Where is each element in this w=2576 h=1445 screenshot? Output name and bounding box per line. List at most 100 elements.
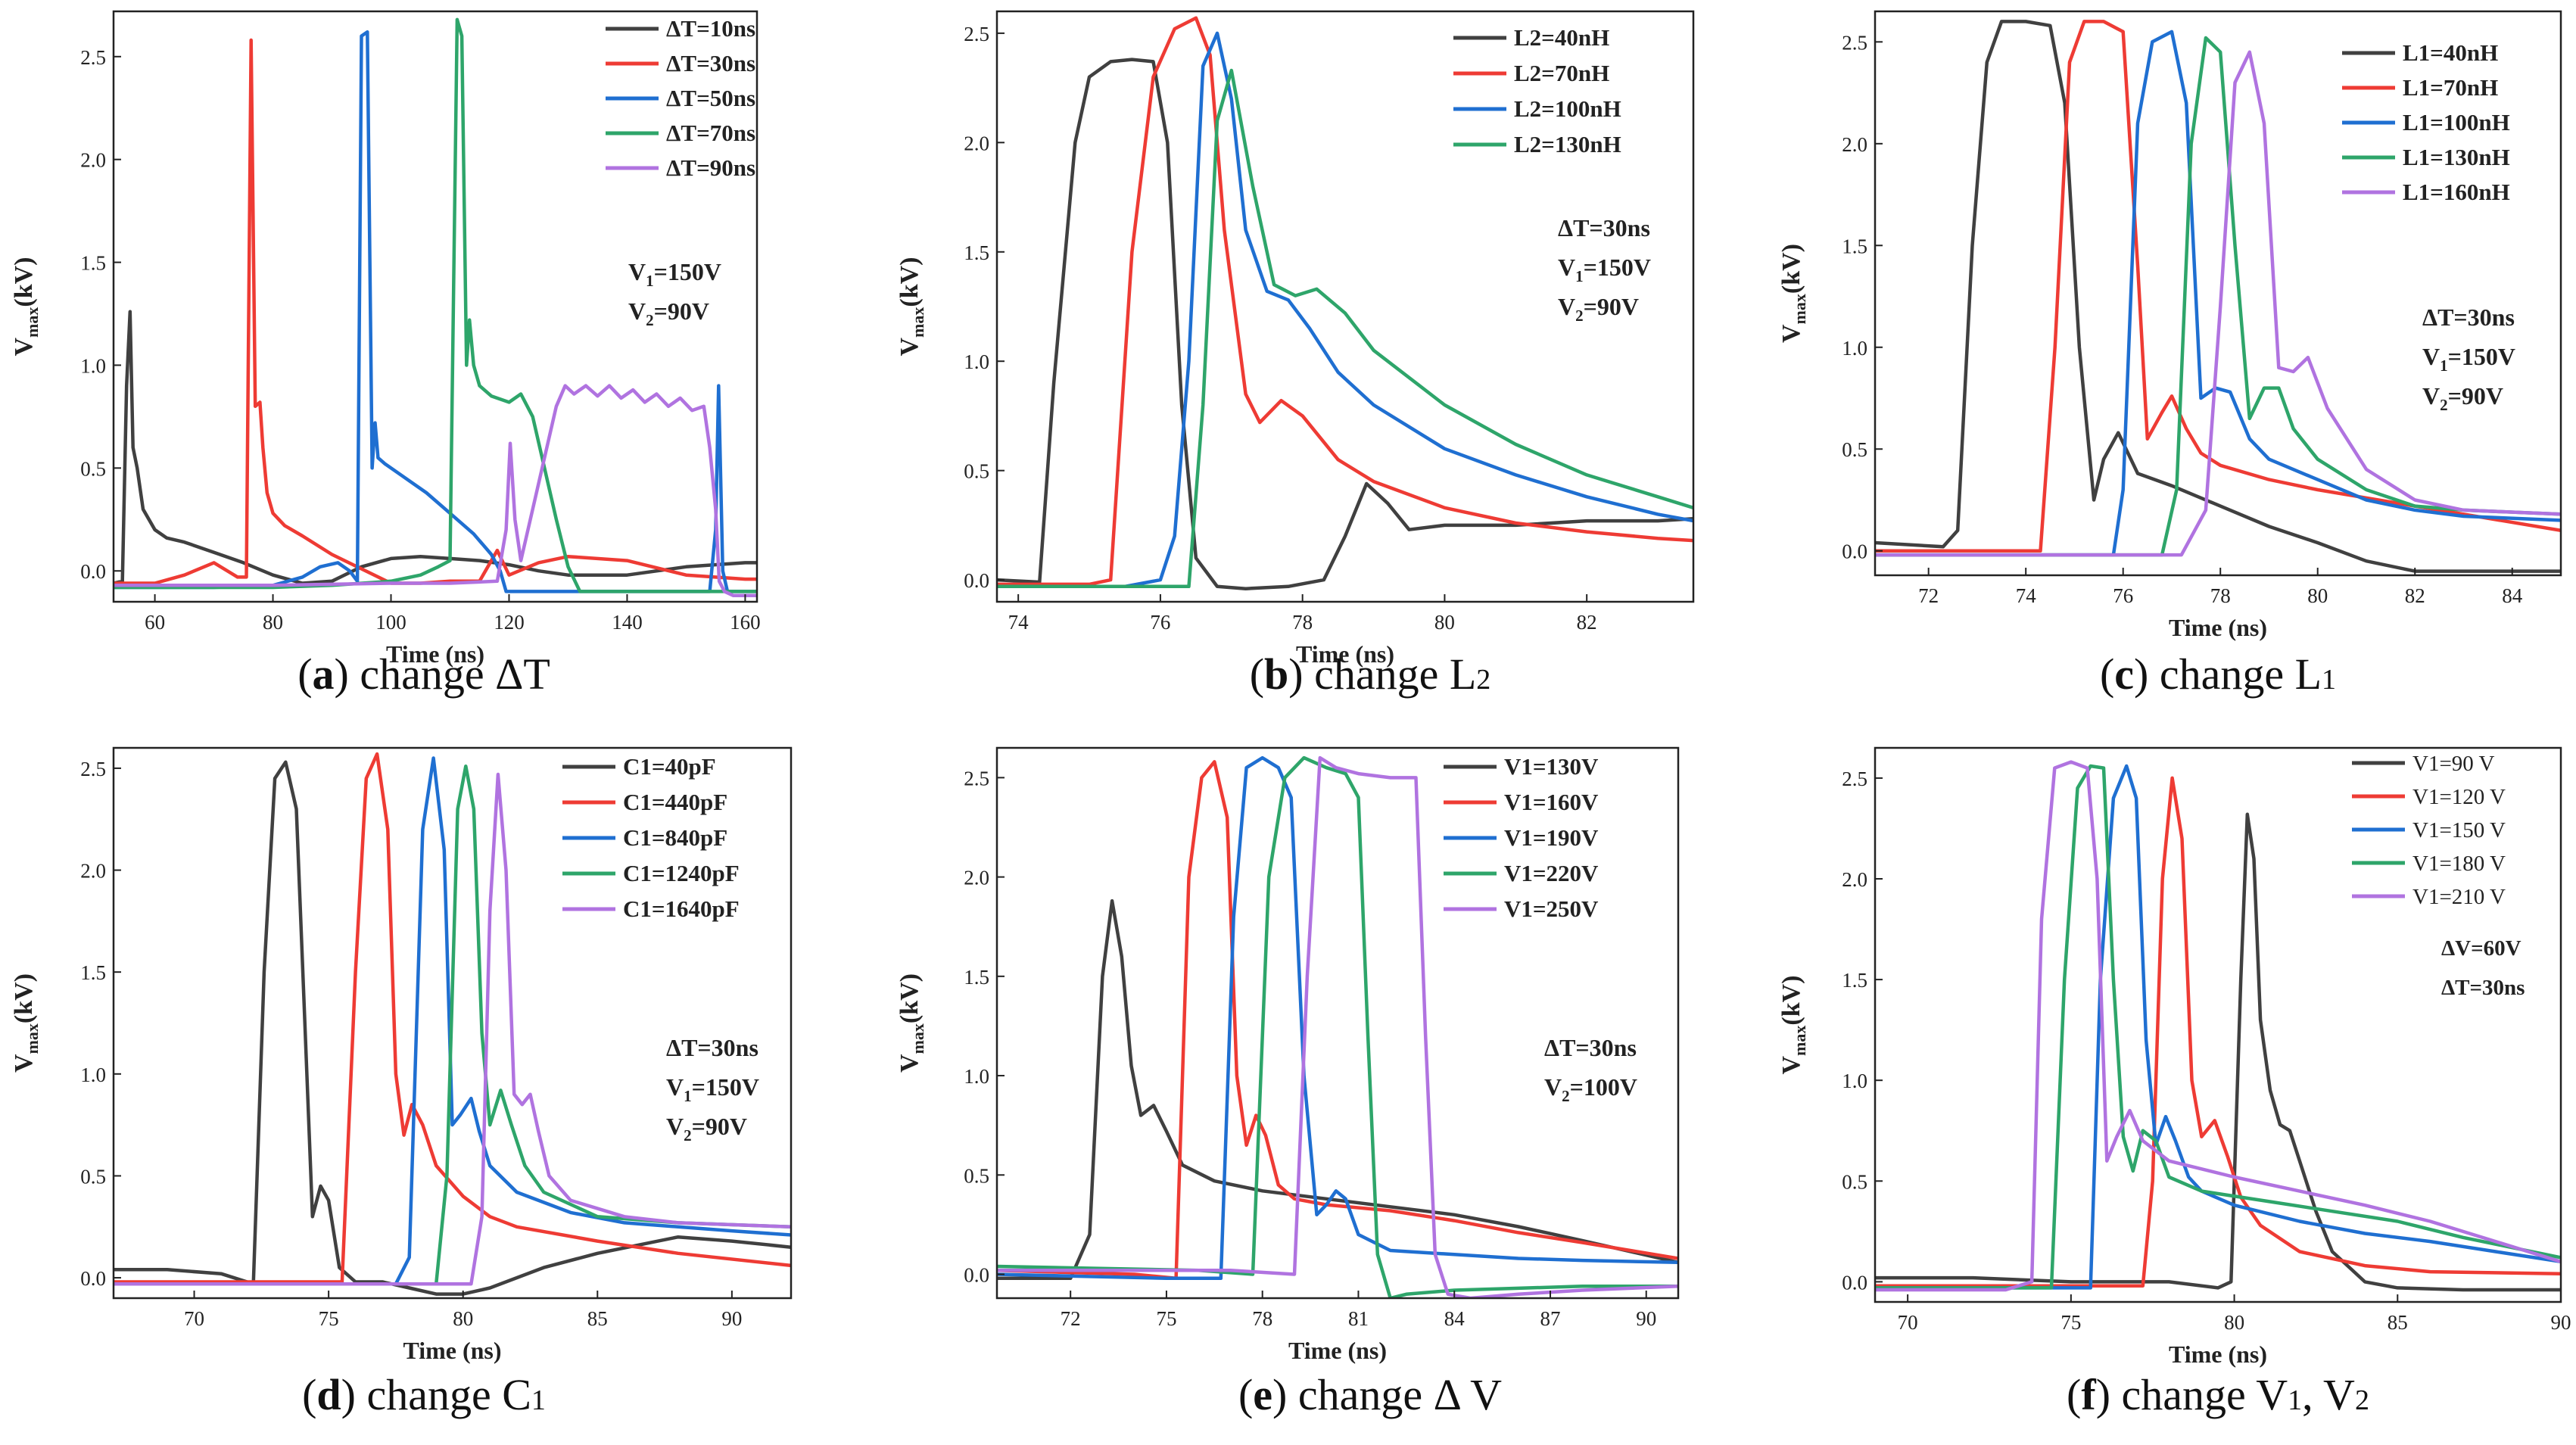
series-line-e-0 bbox=[997, 898, 1678, 1281]
annotation-sub: 1 bbox=[646, 272, 654, 290]
y-tick-label: 1.5 bbox=[1842, 235, 1867, 257]
x-tick-label: 75 bbox=[1156, 1307, 1176, 1330]
y-tick-label: 0.5 bbox=[964, 1164, 989, 1187]
plot-frame bbox=[995, 10, 1695, 603]
y-axis-label-sub: max bbox=[908, 1023, 927, 1054]
x-tick-label: 82 bbox=[2405, 584, 2425, 607]
panel-caption-paren: ) bbox=[2134, 649, 2160, 699]
y-tick-label: 2.0 bbox=[964, 867, 989, 889]
y-tick-label: 0.5 bbox=[1842, 438, 1867, 461]
annotation: V1=150V bbox=[1558, 254, 1651, 285]
annotation: V2=100V bbox=[1544, 1073, 1637, 1105]
y-axis-label-unit: (kV) bbox=[10, 257, 38, 307]
panel-label: f bbox=[2081, 1370, 2096, 1419]
y-axis-label: Vmax(kV) bbox=[10, 973, 42, 1073]
y-tick-label: 2.5 bbox=[1842, 768, 1867, 790]
annotation-text: ΔT=30ns bbox=[1558, 214, 1650, 241]
annotation-rest: =90V bbox=[692, 1113, 747, 1140]
x-tick-label: 100 bbox=[375, 611, 406, 634]
annotation-rest: =90V bbox=[1584, 293, 1639, 320]
legend-entry: L2=100nH bbox=[1514, 95, 1621, 122]
panel-caption-text: change C bbox=[367, 1370, 531, 1419]
x-axis-label: Time (ns) bbox=[403, 1337, 501, 1364]
x-tick-label: 60 bbox=[145, 611, 165, 634]
annotation: V2=90V bbox=[2422, 382, 2503, 414]
y-tick-label: 1.5 bbox=[1842, 969, 1867, 992]
chart-panel-e: 72 75 78 81 84 87 90 0.0 0.5 1.0 1.5 2.0 2.5 Time (ns… bbox=[896, 746, 1680, 1419]
y-tick-label: 2.5 bbox=[80, 46, 106, 69]
y-axis-label-sub: max bbox=[23, 307, 42, 338]
x-tick-label: 72 bbox=[1061, 1307, 1081, 1330]
y-axis-label-main: V bbox=[1777, 324, 1805, 343]
x-tick-label: 84 bbox=[1444, 1307, 1466, 1330]
x-tick-label: 160 bbox=[730, 611, 761, 634]
panel-caption: (c) change L1 bbox=[2100, 649, 2336, 699]
annotation: ΔV=60V bbox=[2441, 936, 2521, 961]
panel-label: c bbox=[2114, 649, 2134, 699]
annotation-text: V bbox=[1558, 254, 1575, 281]
annotation-sub: 1 bbox=[684, 1087, 692, 1105]
annotation-text: ΔT=30ns bbox=[1544, 1034, 1637, 1061]
legend-entry: L2=130nH bbox=[1514, 131, 1621, 157]
x-tick-label: 87 bbox=[1540, 1307, 1560, 1330]
plot-frame bbox=[1874, 746, 2562, 1303]
annotation: V1=150V bbox=[628, 258, 721, 290]
annotation-text: V bbox=[666, 1073, 684, 1101]
x-tick-label: 80 bbox=[263, 611, 283, 634]
y-axis-label-unit: (kV) bbox=[896, 257, 924, 307]
annotation-sub: 2 bbox=[2440, 396, 2448, 414]
annotation-sub: 2 bbox=[646, 311, 654, 329]
x-tick-label: 80 bbox=[2224, 1311, 2244, 1334]
x-tick-label: 84 bbox=[2502, 584, 2523, 607]
annotation-text: ΔT=30ns bbox=[2422, 304, 2515, 331]
y-tick-label: 0.5 bbox=[1842, 1170, 1867, 1193]
chart-panel-b: 74 76 78 80 82 0.0 0.5 1.0 1.5 2.0 2.5 Time (ns) Vma… bbox=[896, 10, 1695, 699]
y-tick-label: 1.5 bbox=[964, 241, 989, 264]
annotation-rest: =150V bbox=[2448, 343, 2515, 370]
y-axis-label-sub: max bbox=[1790, 294, 1809, 324]
legend-entry: C1=840pF bbox=[623, 824, 727, 851]
panel-caption-sub: 1 bbox=[2322, 664, 2336, 696]
series-line-f-4 bbox=[1875, 760, 2561, 1292]
series-line-f-0 bbox=[1875, 812, 2561, 1292]
y-axis-label: Vmax(kV) bbox=[896, 973, 927, 1073]
y-tick-label: 2.0 bbox=[1842, 133, 1867, 156]
annotation-rest: =150V bbox=[1584, 254, 1651, 281]
annotation: V1=150V bbox=[666, 1073, 759, 1105]
legend-entry: L1=130nH bbox=[2403, 144, 2510, 170]
annotation-sub: 2 bbox=[1562, 1087, 1570, 1105]
series-line-e-1 bbox=[997, 760, 1678, 1281]
x-axis-label: Time (ns) bbox=[386, 640, 484, 668]
plot-frame bbox=[995, 746, 1680, 1300]
legend-entry: L1=100nH bbox=[2403, 109, 2510, 135]
annotation-rest: =100V bbox=[1570, 1073, 1637, 1101]
x-tick-label: 80 bbox=[2307, 584, 2328, 607]
series-line-a-3 bbox=[114, 17, 757, 593]
y-tick-label: 0.0 bbox=[1842, 1271, 1867, 1294]
panel-caption-paren: ( bbox=[1250, 649, 1264, 699]
x-tick-label: 120 bbox=[494, 611, 525, 634]
legend-entry: V1=210 V bbox=[2412, 885, 2506, 909]
y-axis-label: Vmax(kV) bbox=[896, 257, 927, 357]
y-tick-label: 1.5 bbox=[80, 961, 106, 984]
x-tick-label: 75 bbox=[2060, 1311, 2081, 1334]
series-line-d-4 bbox=[114, 772, 791, 1286]
series-line-d-1 bbox=[114, 752, 791, 1284]
legend-entry: L1=40nH bbox=[2403, 39, 2498, 66]
y-tick-label: 0.5 bbox=[80, 1165, 106, 1188]
y-axis-label: Vmax(kV) bbox=[10, 257, 42, 357]
y-tick-label: 2.5 bbox=[964, 767, 989, 789]
x-axis-label: Time (ns) bbox=[2169, 614, 2267, 641]
x-tick-label: 74 bbox=[1008, 611, 1029, 634]
annotation: ΔT=30ns bbox=[2422, 304, 2515, 331]
x-axis-label: Time (ns) bbox=[1296, 640, 1394, 668]
x-tick-label: 76 bbox=[1150, 611, 1170, 634]
panel-caption-text: change L bbox=[1314, 649, 1476, 699]
series-line-e-3 bbox=[997, 755, 1678, 1298]
annotation-rest: =90V bbox=[2448, 382, 2503, 410]
panel-caption-paren: ( bbox=[2067, 1370, 2081, 1419]
series-line-c-0 bbox=[1875, 20, 2561, 573]
panel-caption-sub: 1 bbox=[531, 1384, 546, 1416]
x-tick-label: 74 bbox=[2016, 584, 2037, 607]
annotation: V2=90V bbox=[1558, 293, 1639, 325]
